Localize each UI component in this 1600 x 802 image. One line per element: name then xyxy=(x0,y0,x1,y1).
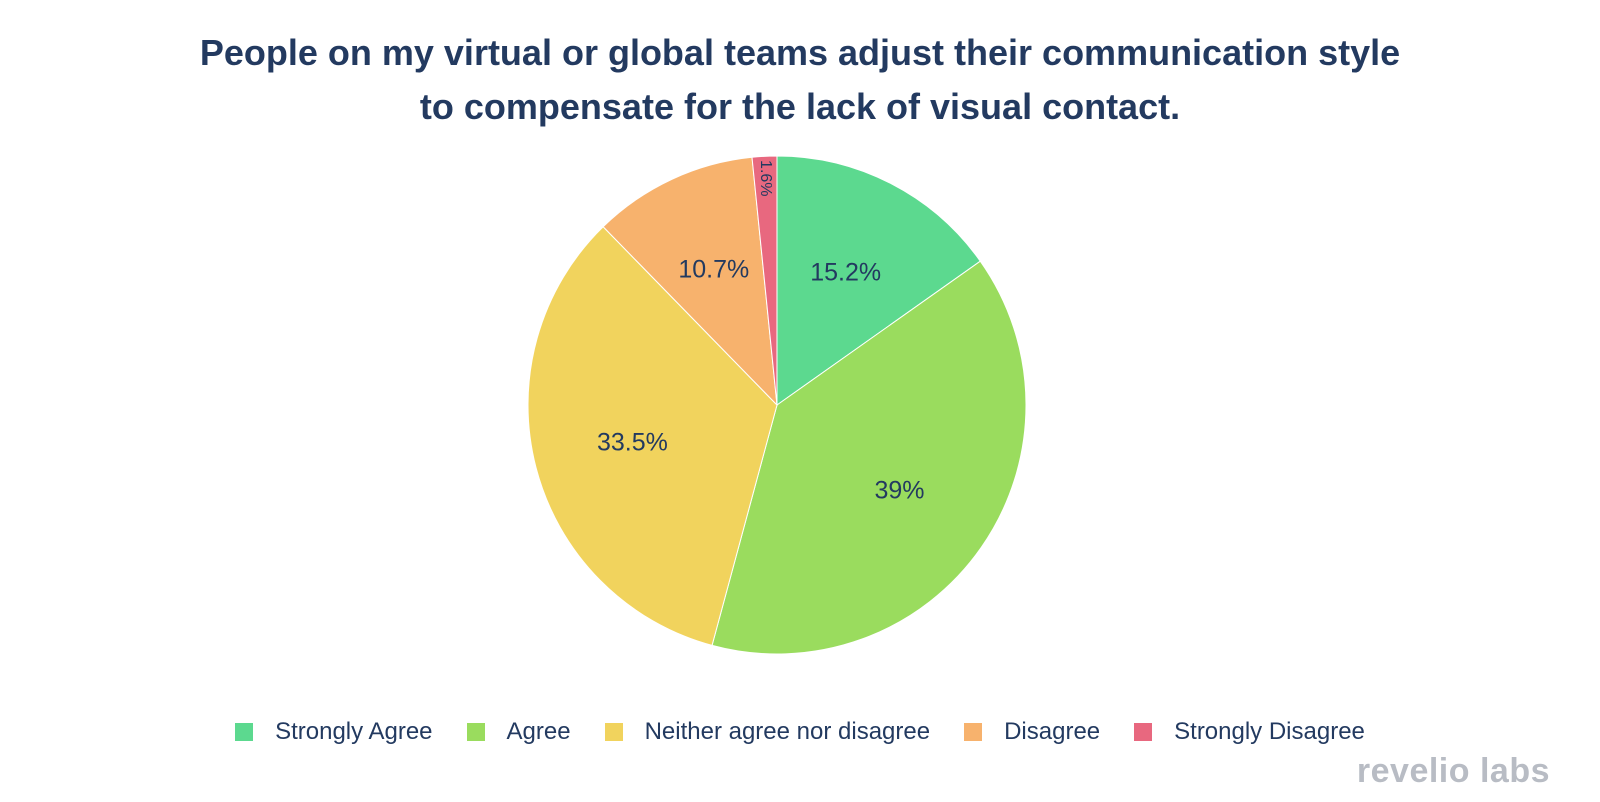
chart-legend: Strongly Agree Agree Neither agree nor d… xyxy=(0,712,1600,752)
pie-label-strongly-agree: 15.2% xyxy=(810,258,881,286)
legend-item-strongly-disagree[interactable]: Strongly Disagree xyxy=(1134,718,1365,746)
legend-label-neither: Neither agree nor disagree xyxy=(644,718,931,745)
chart-title: People on my virtual or global teams adj… xyxy=(0,26,1600,134)
legend-item-agree[interactable]: Agree xyxy=(466,718,571,746)
legend-label-strongly-disagree: Strongly Disagree xyxy=(1174,718,1365,745)
pie-label-disagree: 10.7% xyxy=(678,256,749,284)
chart-title-line-1: People on my virtual or global teams adj… xyxy=(199,32,1401,73)
legend-swatch-strongly-agree xyxy=(235,723,254,741)
pie-slice-strongly-agree[interactable] xyxy=(776,155,981,406)
revelio-labs-logo: revelio labs xyxy=(1356,752,1550,790)
legend-label-strongly-agree: Strongly Agree xyxy=(275,718,433,745)
pie-label-neither-agree-nor-disagree: 33.5% xyxy=(597,429,668,457)
pie-slice-strongly-disagree[interactable] xyxy=(751,155,778,406)
legend-label-disagree: Disagree xyxy=(1004,718,1101,745)
pie-slice-neither-agree-nor-disagree[interactable] xyxy=(527,226,778,646)
legend-swatch-strongly-disagree xyxy=(1134,723,1153,741)
legend-swatch-neither xyxy=(604,723,623,741)
pie-label-strongly-disagree: 1.6% xyxy=(757,160,774,196)
legend-label-agree: Agree xyxy=(506,718,571,745)
pie-label-agree: 39% xyxy=(874,477,924,505)
chart-title-line-2: to compensate for the lack of visual con… xyxy=(419,86,1181,127)
legend-item-strongly-agree[interactable]: Strongly Agree xyxy=(235,718,433,746)
pie-slice-agree[interactable] xyxy=(711,260,1027,655)
legend-swatch-disagree xyxy=(964,723,983,741)
legend-swatch-agree xyxy=(466,723,485,741)
legend-item-neither[interactable]: Neither agree nor disagree xyxy=(604,718,931,746)
legend-item-disagree[interactable]: Disagree xyxy=(964,718,1100,746)
pie-slice-disagree[interactable] xyxy=(602,156,778,407)
